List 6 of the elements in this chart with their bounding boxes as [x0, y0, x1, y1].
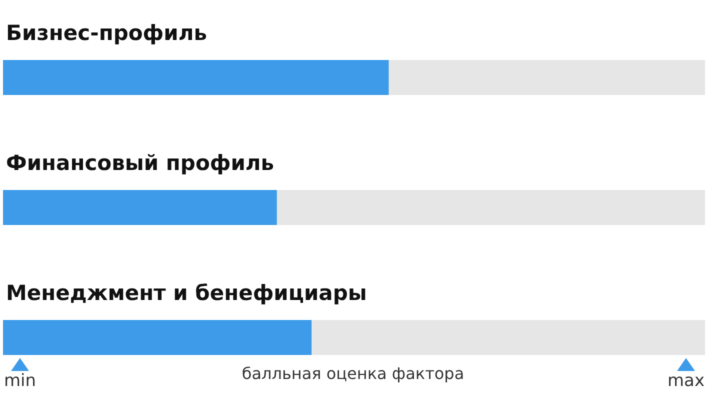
text: min — [2, 371, 38, 391]
y-tick-label: Менеджмент и бенефициары — [6, 281, 367, 305]
x-axis-title: балльная оценка фактора — [242, 364, 464, 383]
y-tick-label: Финансовый профиль — [6, 151, 274, 175]
text: max — [666, 371, 706, 391]
y-tick-label: Бизнес-профиль — [6, 21, 208, 45]
